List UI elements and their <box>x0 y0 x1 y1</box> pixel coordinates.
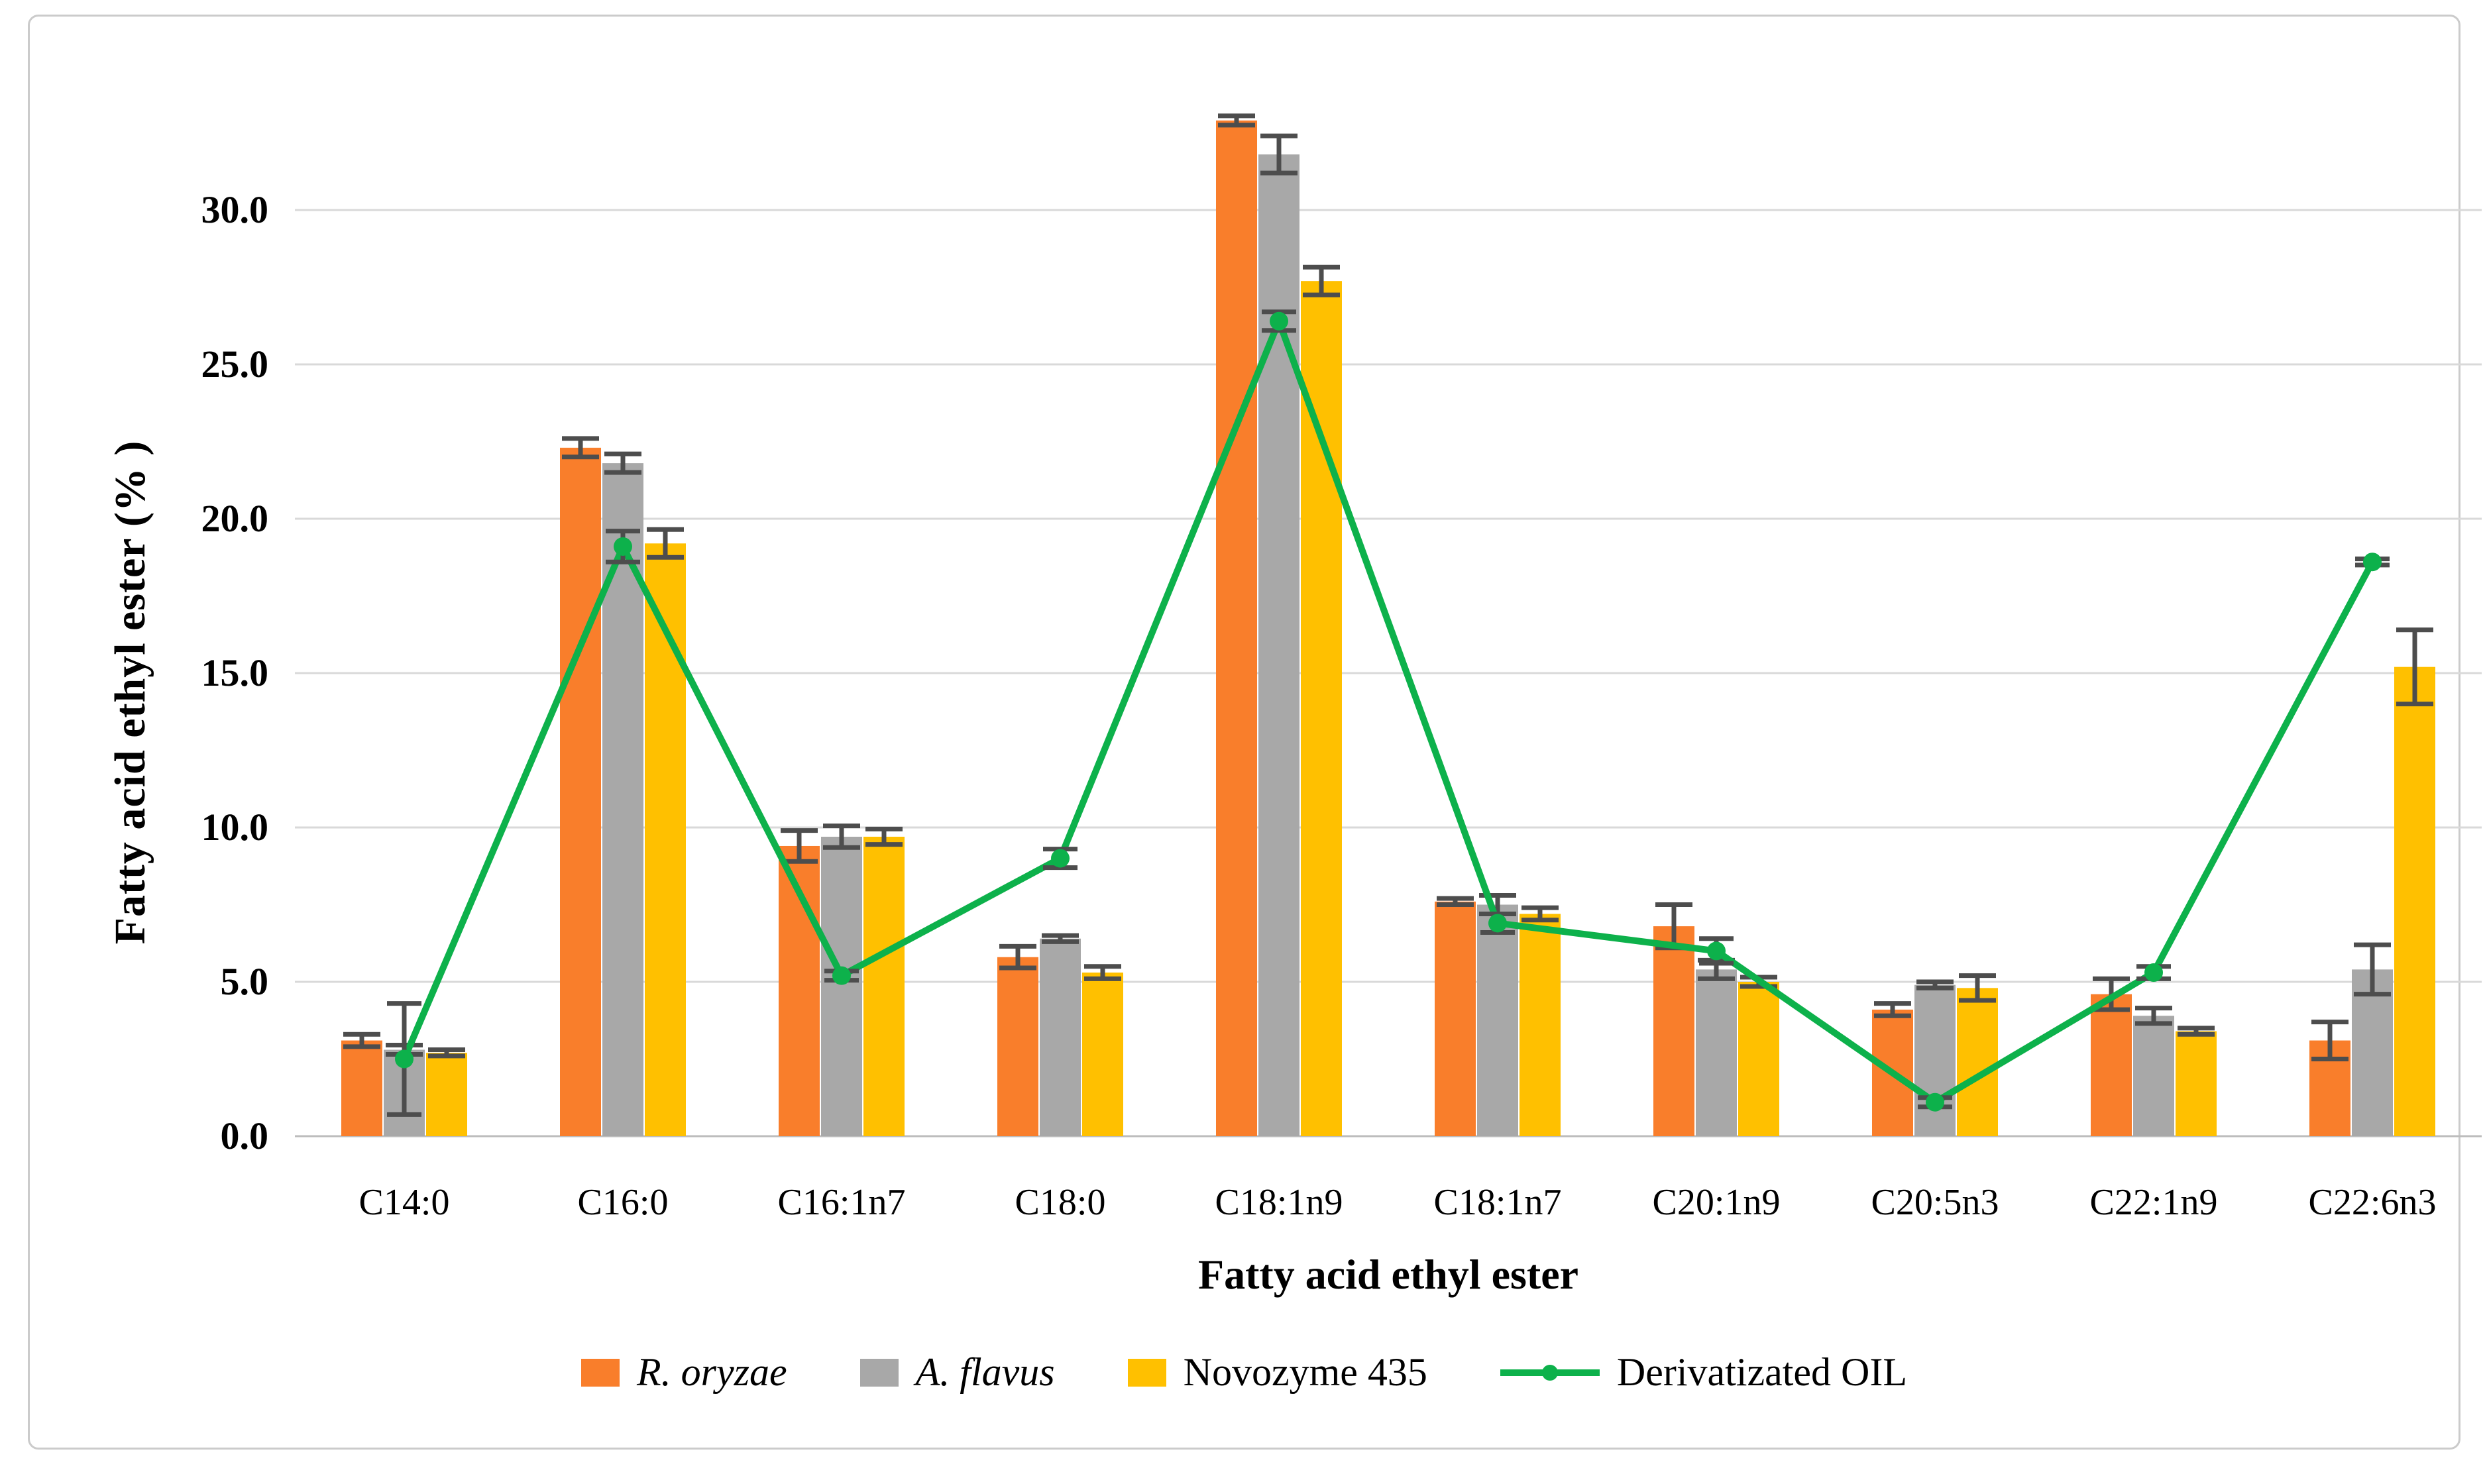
chart-canvas <box>295 113 2482 1138</box>
x-tick-label: C18:1n9 <box>1215 1182 1343 1223</box>
x-tick-label: C16:0 <box>577 1182 669 1223</box>
bar <box>560 447 601 1136</box>
bar <box>426 1053 467 1136</box>
x-tick-label: C20:1n9 <box>1652 1182 1781 1223</box>
y-tick-label: 30.0 <box>201 188 269 231</box>
line-point <box>1926 1092 1944 1112</box>
line-point <box>832 966 851 985</box>
x-tick-label: C16:1n7 <box>777 1182 906 1223</box>
line-point <box>1488 914 1507 933</box>
x-tick-label: C22:6n3 <box>2308 1182 2437 1223</box>
bar <box>863 836 905 1136</box>
bar <box>2091 994 2132 1136</box>
bar <box>341 1040 382 1136</box>
bar <box>1477 904 1518 1136</box>
legend-item: R. oryzae <box>581 1350 787 1395</box>
bar <box>645 543 686 1136</box>
bar <box>1696 969 1737 1136</box>
bar <box>1957 988 1998 1136</box>
figure-card: Fatty acid ethyl ester (% ) Fatty acid e… <box>28 15 2482 1450</box>
bar <box>2352 969 2393 1136</box>
bar <box>1520 914 1561 1136</box>
bar <box>2133 1016 2174 1136</box>
legend-line-dot <box>1541 1364 1558 1381</box>
bar <box>1653 926 1694 1136</box>
legend-item: Novozyme 435 <box>1127 1350 1427 1395</box>
y-tick-label: 0.0 <box>220 1114 269 1157</box>
y-tick-label: 25.0 <box>201 343 269 386</box>
bar <box>2176 1031 2217 1136</box>
legend-swatch <box>859 1358 899 1387</box>
y-tick-label: 10.0 <box>201 806 269 849</box>
bar <box>821 836 862 1136</box>
x-axis-title: Fatty acid ethyl ester <box>1197 1251 1579 1298</box>
x-tick-label: C14:0 <box>359 1182 450 1223</box>
legend: R. oryzae A. flavus Novozyme 435 Derivatiza… <box>30 1350 2459 1395</box>
y-tick-label: 5.0 <box>220 960 269 1003</box>
legend-label: A. flavus <box>915 1350 1055 1394</box>
line-point <box>2363 553 2382 572</box>
legend-item: A. flavus <box>859 1350 1055 1395</box>
line-series <box>401 317 2376 1106</box>
bar <box>1435 901 1476 1136</box>
legend-line-marker <box>1500 1364 1600 1381</box>
legend-swatch <box>581 1358 620 1387</box>
line-point <box>1707 941 1726 961</box>
x-tick-label: C18:1n7 <box>1433 1182 1562 1223</box>
line-point <box>1270 311 1288 331</box>
x-tick-label: C18:0 <box>1015 1182 1106 1223</box>
legend-item: Derivatizated OIL <box>1500 1350 1907 1395</box>
bar <box>997 957 1038 1136</box>
bar <box>1914 984 1956 1136</box>
y-tick-label: 20.0 <box>201 497 269 540</box>
x-tick-label: C20:5n3 <box>1871 1182 1999 1223</box>
legend-swatch <box>1127 1358 1166 1387</box>
legend-label: Novozyme 435 <box>1183 1350 1427 1394</box>
bar <box>1301 281 1342 1137</box>
legend-label: R. oryzae <box>637 1350 787 1394</box>
bar <box>1738 982 1779 1136</box>
line-point <box>1051 849 1070 868</box>
legend-label: Derivatizated OIL <box>1616 1350 1907 1394</box>
x-tick-label: C22:1n9 <box>2089 1182 2218 1223</box>
line-point <box>395 1049 414 1069</box>
line-point <box>2144 963 2163 982</box>
line-point <box>614 537 632 556</box>
bar <box>1040 938 1081 1136</box>
bar <box>1216 120 1257 1137</box>
y-tick-label: 15.0 <box>201 651 269 694</box>
bar <box>1082 973 1123 1136</box>
bar <box>2394 666 2435 1136</box>
bar <box>1258 154 1299 1136</box>
